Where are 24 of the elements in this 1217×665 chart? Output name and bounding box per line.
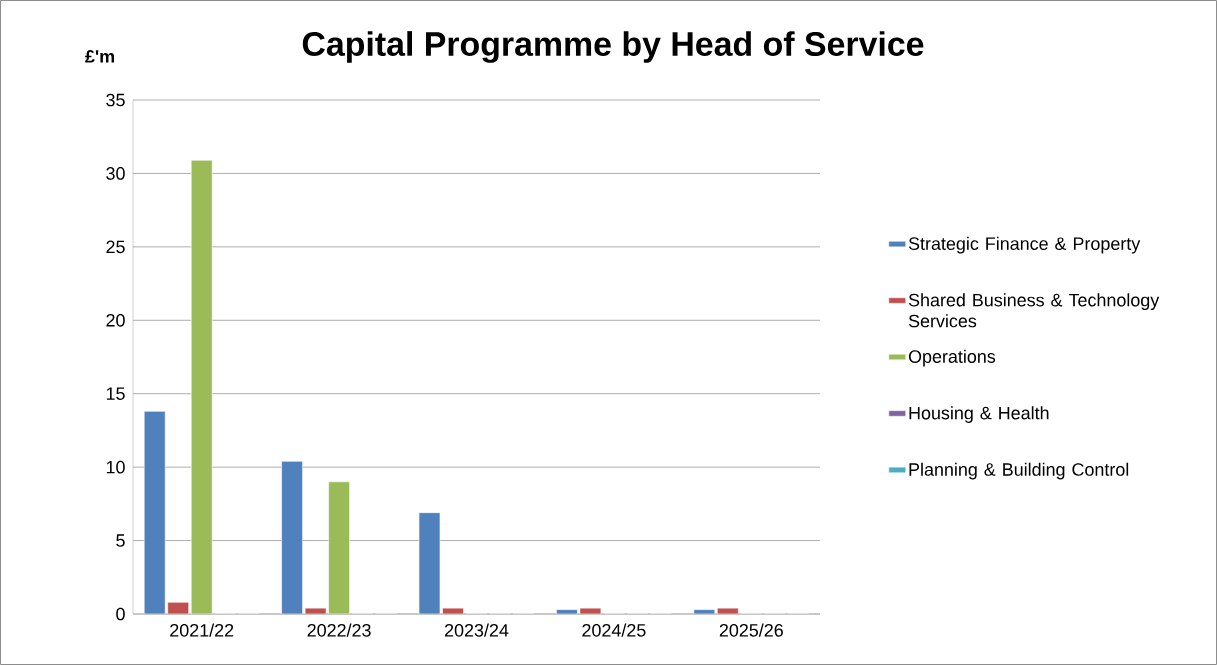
legend-label: Shared Business & Technology Services	[908, 293, 1160, 328]
bar	[190, 159, 213, 614]
x-tick-label: 2022/23	[307, 623, 371, 637]
y-tick-label: 35	[106, 93, 125, 107]
x-tick-label: 2023/24	[445, 623, 509, 637]
x-tick-label: 2021/22	[170, 623, 234, 637]
y-tick-label: 30	[106, 167, 125, 180]
bar	[328, 481, 350, 614]
y-tick-label: 5	[116, 534, 125, 547]
y-tick-label: 25	[106, 240, 125, 254]
chart-title: Capital Programme by Head of Service	[302, 31, 924, 63]
y-tick-label: 20	[106, 313, 125, 327]
legend-label: Strategic Finance & Property	[908, 236, 1141, 254]
x-tick-label: 2025/26	[719, 623, 783, 637]
y-tick-label: 15	[106, 387, 125, 400]
y-axis-title: £'m	[85, 50, 115, 63]
x-tick-label: 2024/25	[582, 623, 646, 637]
y-tick-label: 10	[106, 460, 125, 474]
legend-label: Operations	[908, 349, 996, 367]
y-tick-label: 0	[116, 607, 125, 621]
legend-label: Planning & Building Control	[909, 462, 1129, 480]
bar	[281, 460, 303, 614]
legend-label: Housing & Health	[909, 406, 1049, 423]
bar	[143, 411, 166, 614]
